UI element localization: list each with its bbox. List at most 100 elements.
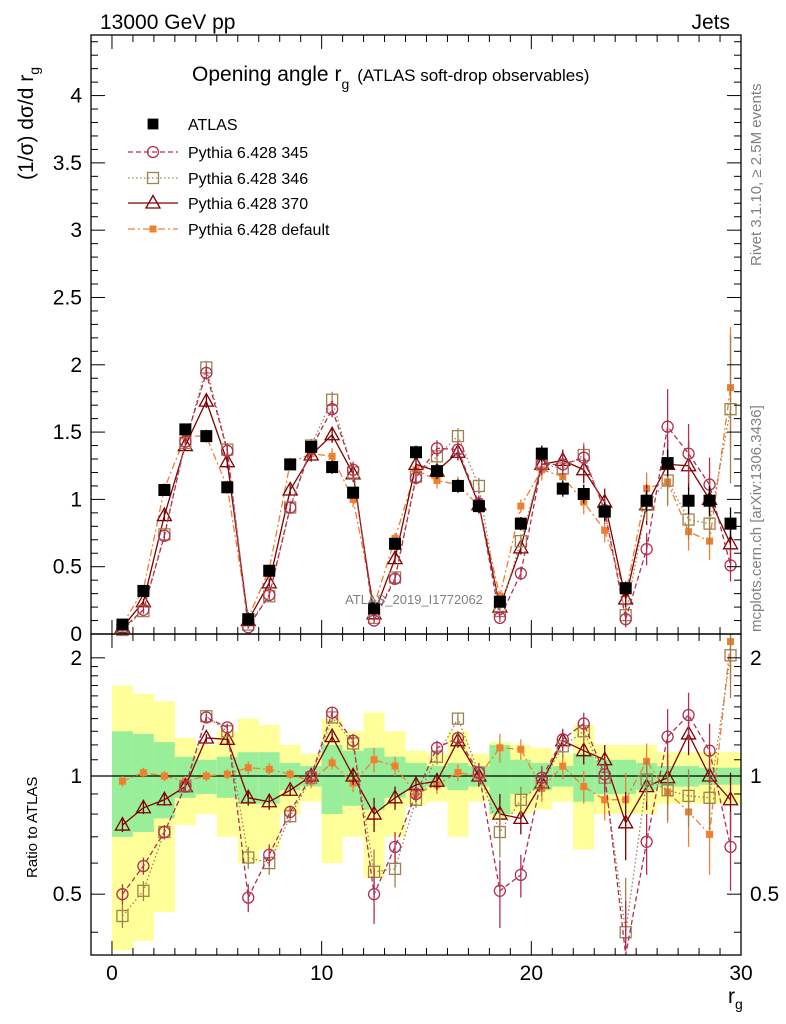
- ratio-point: [198, 729, 215, 744]
- ratio-point: [409, 787, 423, 801]
- tick-label: 0: [106, 962, 118, 985]
- main-point: [263, 588, 276, 602]
- legend-label: Pythia 6.428 default: [188, 222, 330, 239]
- main-series-line: [122, 364, 732, 631]
- main-point: [409, 471, 423, 485]
- ratio-point: [640, 835, 653, 848]
- ratio-point: [324, 727, 341, 743]
- ratio-point: [344, 767, 362, 782]
- main-point: [619, 582, 632, 595]
- ratio-point: [265, 765, 273, 773]
- main-point: [682, 494, 695, 507]
- tick-label: 0: [70, 623, 82, 646]
- main-point: [137, 584, 150, 597]
- tick-label: 1: [70, 488, 82, 511]
- ratio-point: [682, 789, 695, 803]
- ratio-series-line: [121, 711, 732, 956]
- main-point: [451, 443, 465, 456]
- tick-label: 20: [520, 962, 543, 985]
- ratio-point: [116, 909, 129, 923]
- main-point: [703, 517, 716, 530]
- legend-marker: [147, 118, 159, 130]
- main-point: [514, 534, 527, 548]
- main-point: [724, 559, 737, 572]
- ratio-point: [116, 888, 129, 901]
- main-point: [535, 447, 548, 460]
- main-point: [661, 420, 674, 433]
- main-point: [242, 613, 255, 626]
- ratio-point: [160, 772, 168, 780]
- ratio-point: [598, 768, 611, 781]
- main-point: [640, 543, 653, 556]
- main-point: [156, 506, 173, 522]
- tick-label: 2.5: [53, 286, 82, 309]
- ratio-point: [261, 792, 278, 808]
- main-point: [263, 564, 276, 577]
- ratio-series-line: [122, 641, 732, 836]
- ratio-point: [556, 733, 569, 746]
- main-point: [640, 494, 653, 507]
- ratio-point: [661, 730, 674, 743]
- main-point: [575, 460, 592, 476]
- legend-item-3: Pythia 6.428 370: [128, 194, 308, 213]
- legend: ATLAS Pythia 6.428 345 Pythia 6.428 346 Pyt…: [128, 117, 330, 239]
- main-point: [389, 537, 402, 550]
- mcplots-label: mcplots.cern.ch [arXiv:1306.3436]: [748, 405, 765, 632]
- ratio-point: [284, 805, 297, 819]
- ratio-point: [156, 790, 173, 806]
- tick-label: 0.5: [750, 883, 779, 906]
- ratio-point: [305, 769, 318, 783]
- ratio-point: [493, 884, 507, 897]
- main-point: [430, 442, 444, 455]
- main-point: [407, 455, 425, 471]
- main-point: [177, 436, 194, 452]
- main-point: [284, 501, 297, 514]
- ratio-point: [661, 784, 674, 797]
- ratio-point: [559, 762, 567, 770]
- legend-item-2: Pythia 6.428 346: [128, 171, 308, 188]
- main-point: [514, 517, 527, 530]
- legend-label: Pythia 6.428 345: [188, 145, 308, 162]
- main-point: [410, 446, 422, 459]
- ratio-point: [724, 649, 737, 662]
- ratio-point: [493, 825, 507, 839]
- ratio-point: [179, 780, 192, 793]
- main-point: [598, 505, 611, 518]
- main-point: [328, 452, 336, 460]
- main-point: [346, 463, 360, 476]
- main-point: [116, 618, 129, 631]
- header-right: Jets: [691, 11, 730, 34]
- header-left: 13000 GeV pp: [100, 11, 235, 34]
- ratio-point: [517, 745, 525, 753]
- ratio-point: [370, 756, 378, 764]
- ratio-point: [512, 809, 529, 825]
- plot-frames: [90, 34, 742, 956]
- ratio-band-inner: [132, 733, 154, 833]
- tick-label: 1.5: [53, 421, 82, 444]
- tick-label: 1: [70, 765, 82, 788]
- main-point: [158, 483, 171, 496]
- chart-title-main: Opening angle r: [192, 63, 341, 86]
- main-point: [219, 452, 236, 468]
- main-point: [472, 479, 486, 493]
- ratio-point: [640, 773, 653, 786]
- main-point: [179, 423, 192, 436]
- tick-label: 4: [70, 85, 82, 108]
- main-point: [433, 477, 441, 485]
- ratio-point: [451, 731, 465, 745]
- chart-title-sub: g: [341, 76, 349, 92]
- ratio-point: [286, 770, 294, 778]
- ratio-point: [118, 777, 126, 785]
- main-point: [724, 403, 737, 416]
- ratio-point: [325, 706, 339, 719]
- main-point: [198, 392, 215, 407]
- chart-title-suffix: (ATLAS soft-drop observables): [357, 66, 589, 85]
- main-point: [368, 602, 381, 615]
- main-point: [493, 611, 507, 624]
- main-point: [347, 486, 360, 499]
- ratio-point: [139, 769, 147, 777]
- x-axis-label-main: r: [728, 985, 735, 1008]
- ratio-point: [202, 772, 210, 780]
- ratio-point: [367, 888, 381, 901]
